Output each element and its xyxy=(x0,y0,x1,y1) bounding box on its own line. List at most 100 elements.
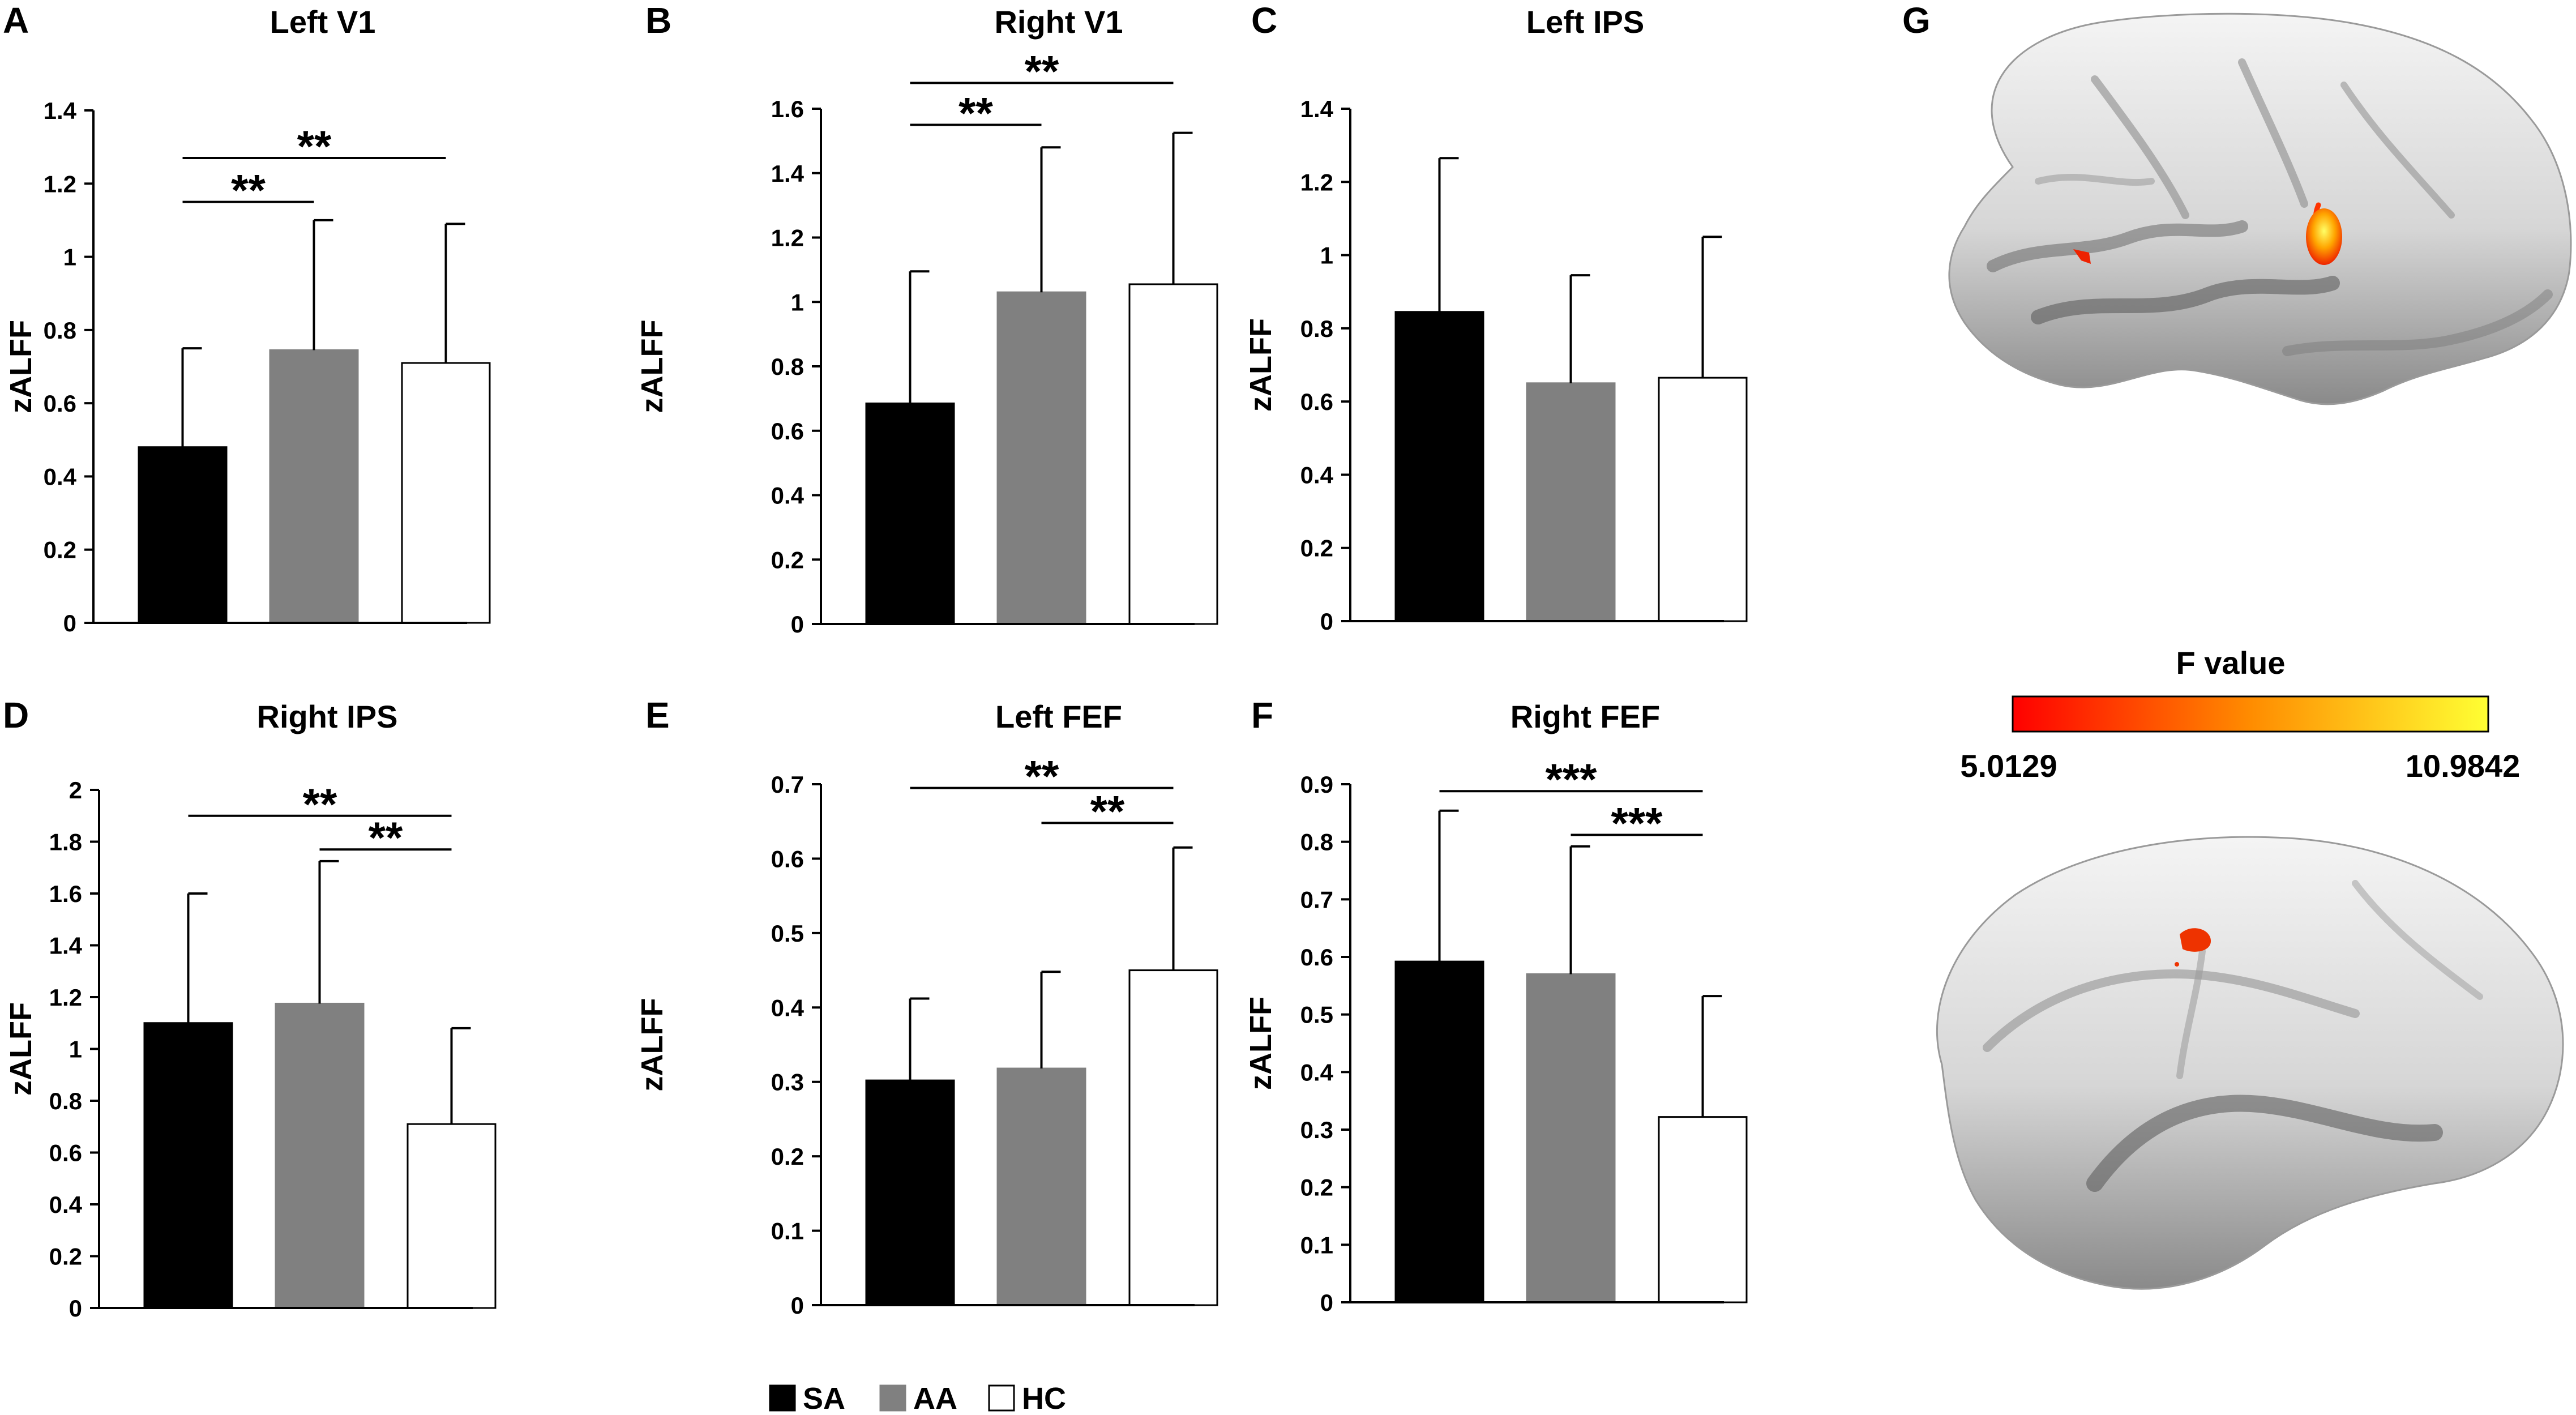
panel-g: G F value 5.0129 10.9842 xyxy=(1902,0,2572,1290)
bar-sa xyxy=(1394,960,1484,1303)
y-tick-label: 1 xyxy=(791,289,804,315)
y-tick-label: 0.8 xyxy=(1300,315,1333,342)
bar-hc xyxy=(401,362,491,624)
y-tick-label: 2 xyxy=(69,777,82,803)
brain-medial-view xyxy=(1936,836,2564,1290)
bar-hc xyxy=(1658,1116,1748,1303)
y-tick-label: 0.4 xyxy=(49,1191,83,1218)
panel-label-a: A xyxy=(3,0,29,41)
panel-c: C Left IPS zALFF 0 0.2 0.4 0.6 0.8 1 1.2 1.4 xyxy=(1244,0,1748,635)
bar-hc xyxy=(1128,969,1218,1306)
y-tick-label: 1.4 xyxy=(771,160,805,187)
bar-aa xyxy=(275,1002,365,1309)
y-tick-label: 0.8 xyxy=(1300,829,1333,856)
colorbar: F value 5.0129 10.9842 xyxy=(1960,645,2520,784)
y-tick-label: 0 xyxy=(1320,1289,1333,1316)
chart-title: Right FEF xyxy=(1510,699,1660,734)
y-tick-label: 0.1 xyxy=(771,1218,804,1245)
y-tick-label: 0.4 xyxy=(771,994,805,1021)
y-tick-label: 0.6 xyxy=(771,418,804,444)
bar-aa xyxy=(1526,382,1616,622)
y-tick-label: 0.4 xyxy=(771,482,805,509)
y-tick-label: 0.6 xyxy=(1300,388,1333,415)
panel-a: A Left V1 zALFF 0 0.2 0.4 0.6 0.8 1 1.2 1.4 ** ** xyxy=(3,0,491,636)
y-tick-label: 0.6 xyxy=(44,390,76,417)
panel-e: E Left FEF zALFF 0 0.1 0.2 0.3 0.4 0.5 0.6 0.7 ** ** xyxy=(635,695,1218,1319)
y-axis-label: zALFF xyxy=(635,320,669,413)
panel-label-d: D xyxy=(3,695,29,736)
y-tick-label: 0 xyxy=(63,610,76,636)
y-tick-label: 0.9 xyxy=(1300,771,1333,798)
y-tick-label: 0.8 xyxy=(771,353,804,380)
bar-sa xyxy=(865,402,955,625)
y-tick-label: 0.3 xyxy=(1300,1117,1333,1143)
panel-label-g: G xyxy=(1902,0,1931,41)
y-tick-label: 1 xyxy=(63,244,76,271)
y-tick-label: 1.2 xyxy=(1300,169,1333,195)
y-tick-label: 1.6 xyxy=(771,96,804,122)
legend-label-aa: AA xyxy=(913,1382,957,1415)
significance-label: ** xyxy=(1025,46,1059,96)
legend-swatch-sa xyxy=(769,1384,796,1412)
chart-title: Left IPS xyxy=(1526,4,1644,40)
y-tick-label: 0 xyxy=(791,1292,804,1319)
y-tick-label: 0 xyxy=(69,1295,82,1322)
y-tick-label: 0.2 xyxy=(771,546,804,573)
bar-aa xyxy=(1526,973,1616,1303)
panel-label-e: E xyxy=(645,695,670,736)
y-tick-label: 0.2 xyxy=(1300,1174,1333,1201)
bar-aa xyxy=(996,1067,1086,1306)
significance-label: ** xyxy=(1090,786,1125,836)
significance-label: ** xyxy=(303,779,337,829)
bar-hc xyxy=(406,1123,497,1309)
chart-title: Right V1 xyxy=(994,4,1123,40)
bar-hc xyxy=(1658,377,1748,622)
y-tick-label: 0.6 xyxy=(1300,944,1333,971)
y-tick-label: 1.2 xyxy=(49,984,82,1011)
chart-title: Right IPS xyxy=(257,699,398,734)
legend-label-hc: HC xyxy=(1022,1382,1066,1415)
y-tick-label: 1.8 xyxy=(49,829,82,856)
significance-label: *** xyxy=(1611,798,1663,848)
y-axis-label: zALFF xyxy=(1244,997,1278,1090)
y-tick-label: 0 xyxy=(1320,608,1333,635)
y-tick-label: 0.4 xyxy=(1300,461,1334,488)
bar-aa xyxy=(996,291,1086,625)
brain-lateral-view xyxy=(1948,12,2572,405)
y-tick-label: 1 xyxy=(69,1036,82,1063)
y-tick-label: 0.2 xyxy=(49,1243,82,1270)
colorbar-title: F value xyxy=(2176,645,2286,681)
chart-title: Left V1 xyxy=(270,4,376,40)
legend: SA AA HC xyxy=(769,1382,1066,1415)
significance-label: ** xyxy=(231,165,266,215)
colorbar-min-label: 5.0129 xyxy=(1960,748,2057,784)
panel-label-b: B xyxy=(645,0,671,41)
significance-label: ** xyxy=(297,121,332,171)
bar-charts: A Left V1 zALFF 0 0.2 0.4 0.6 0.8 1 1.2 1.4 ** ** B Ri… xyxy=(3,0,1748,1322)
y-tick-label: 1.4 xyxy=(49,933,83,959)
y-tick-label: 0.6 xyxy=(49,1140,82,1166)
y-tick-label: 0.8 xyxy=(44,317,76,344)
bar-aa xyxy=(269,349,359,624)
y-axis-label: zALFF xyxy=(1244,318,1278,412)
y-tick-label: 0.1 xyxy=(1300,1232,1333,1258)
bar-sa xyxy=(138,446,228,624)
y-tick-label: 1.6 xyxy=(49,880,82,907)
y-tick-label: 0.2 xyxy=(1300,535,1333,562)
panel-label-c: C xyxy=(1251,0,1277,41)
chart-title: Left FEF xyxy=(995,699,1122,734)
panel-b: B Right V1 zALFF 0 0.2 0.4 0.6 0.8 1 1.2 1.4 1.6 ** *… xyxy=(635,0,1218,638)
y-tick-label: 0.4 xyxy=(44,463,77,490)
y-tick-label: 0.7 xyxy=(771,771,804,798)
significance-label: ** xyxy=(958,88,993,138)
bar-hc xyxy=(1128,283,1218,625)
y-axis-label: zALFF xyxy=(4,1002,38,1096)
panel-label-f: F xyxy=(1251,695,1273,736)
y-tick-label: 1.4 xyxy=(44,97,77,124)
significance-label: ** xyxy=(369,813,403,862)
y-tick-label: 0.2 xyxy=(771,1143,804,1170)
panel-d: D Right IPS zALFF 0 0.2 0.4 0.6 0.8 1 1.2 1.4 1.6 1.… xyxy=(3,695,497,1322)
legend-swatch-aa xyxy=(879,1384,906,1412)
y-tick-label: 1.4 xyxy=(1300,96,1334,122)
